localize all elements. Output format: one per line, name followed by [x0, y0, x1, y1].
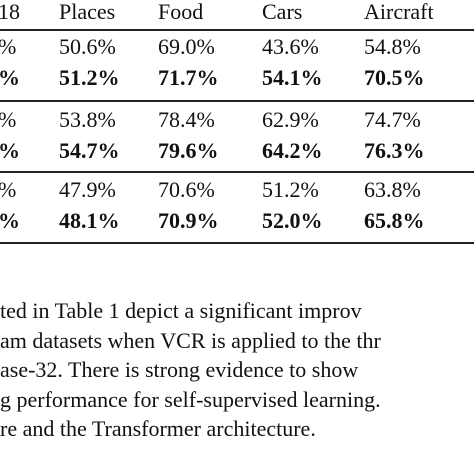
table-header: Food	[158, 0, 204, 24]
text-line: am datasets when VCR is applied to the t…	[0, 327, 381, 353]
table-cell: 71.7%	[158, 65, 219, 90]
table-cell: %	[0, 107, 16, 133]
table-rule	[0, 242, 474, 244]
table-header: Cars	[262, 0, 303, 24]
table-cell: 78.4%	[158, 107, 215, 132]
table-header: 18	[0, 0, 20, 24]
table-cell: 70.5%	[364, 65, 425, 90]
text-line: g performance for self-supervised learni…	[0, 386, 381, 412]
table-cell: %	[0, 177, 16, 203]
table-cell: 54.7%	[59, 138, 120, 163]
table-cell: 70.9%	[158, 208, 219, 233]
table-header: Places	[59, 0, 116, 24]
table-cell: 52.0%	[262, 208, 323, 233]
table-rule	[0, 171, 474, 173]
table-cell: 48.1%	[59, 208, 120, 233]
table-cell: 65.8%	[364, 208, 425, 233]
table-cell: 62.9%	[262, 107, 319, 132]
table-cell: 74.7%	[364, 107, 421, 132]
table-cell: 54.1%	[262, 65, 323, 90]
table-rule	[0, 29, 474, 31]
table-cell: 64.2%	[262, 138, 323, 163]
table-cell: 70.6%	[158, 177, 215, 202]
table-cell: %	[0, 34, 16, 60]
text-line: re and the Transformer architecture.	[0, 416, 316, 441]
table-cell: 69.0%	[158, 34, 215, 59]
table-cell: 53.8%	[59, 107, 116, 132]
table-cell: 43.6%	[262, 34, 319, 59]
table-cell: 50.6%	[59, 34, 116, 59]
text-line: ted in Table 1 depict a significant impr…	[0, 298, 362, 323]
table-rule	[0, 100, 474, 102]
table-cell: 51.2%	[262, 177, 319, 202]
table-cell: 63.8%	[364, 177, 421, 202]
table-cell: 54.8%	[364, 34, 421, 59]
text-line: ase-32. There is strong evidence to show	[0, 357, 359, 382]
table-cell: 51.2%	[59, 65, 120, 90]
table-cell: %	[0, 65, 20, 90]
table-cell: %	[0, 138, 20, 163]
table-cell: 76.3%	[364, 138, 425, 163]
table-header: Aircraft	[364, 0, 434, 24]
table-cell: 79.6%	[158, 138, 219, 163]
table-cell: 47.9%	[59, 177, 116, 202]
table-cell: %	[0, 208, 20, 233]
